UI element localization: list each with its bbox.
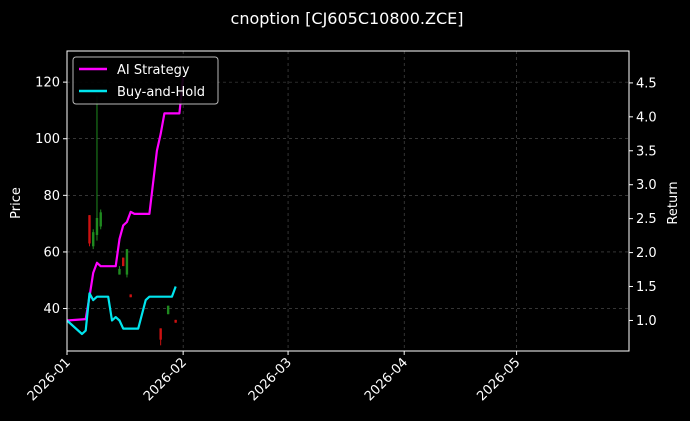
candle-body	[122, 257, 125, 267]
y2-tick-label: 1.5	[636, 280, 657, 295]
y-tick-label: 120	[35, 76, 60, 91]
y2-tick-label: 2.5	[636, 212, 657, 227]
plot-frame	[66, 50, 630, 352]
candle-body	[95, 217, 99, 235]
y2-tick-label: 4.0	[636, 110, 657, 125]
candle-body	[129, 294, 132, 298]
y-axis-label: Price	[9, 187, 24, 219]
chart-title: cnoption [CJ605C10800.ZCE]	[231, 9, 464, 28]
legend-label-ai-strategy: AI Strategy	[117, 63, 190, 78]
y-tick-label: 80	[43, 189, 60, 204]
buy-and-hold-line	[66, 286, 177, 336]
y2-tick-label: 1.0	[636, 314, 657, 329]
candle-body	[174, 319, 177, 323]
candle-body	[125, 249, 129, 275]
candle-body	[92, 232, 95, 247]
candle-body	[159, 328, 162, 340]
y-tick-label: 60	[43, 245, 60, 260]
y-tick-label: 40	[43, 302, 60, 317]
candle-body	[99, 212, 102, 227]
legend-box	[72, 56, 219, 105]
y-tick-label: 100	[35, 132, 60, 147]
y2-tick-label: 3.5	[636, 144, 657, 159]
candle-body	[166, 305, 170, 315]
candle-body	[88, 215, 91, 244]
y2-axis-label: Return	[666, 181, 681, 224]
legend-label-buy-and-hold: Buy-and-Hold	[117, 85, 205, 100]
candle-body	[118, 268, 121, 275]
return-lines	[66, 77, 185, 336]
y2-tick-label: 2.0	[636, 246, 657, 261]
candlesticks	[88, 96, 177, 346]
y2-tick-label: 4.5	[636, 76, 657, 91]
y2-tick-label: 3.0	[636, 178, 657, 193]
ai-strategy-line	[66, 77, 185, 322]
legend: AI Strategy Buy-and-Hold	[72, 56, 219, 105]
